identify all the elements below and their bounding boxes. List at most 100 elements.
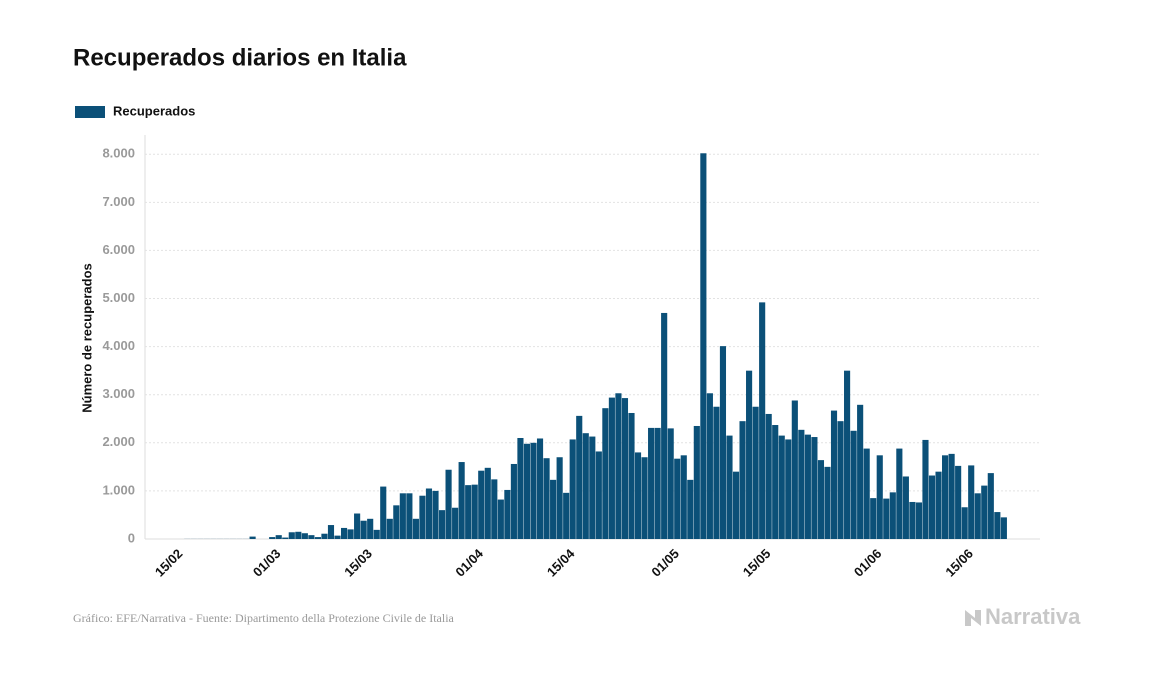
bar [876,455,883,539]
bar [706,393,713,539]
source: Gráfico: EFE/Narrativa - Fuente: Diparti… [73,611,455,625]
bar [830,410,838,539]
bar [765,413,772,539]
bar [478,470,485,539]
y-tick-label: 2.000 [102,434,135,449]
bar [321,533,328,539]
bar [269,537,276,539]
bar [543,458,550,539]
bar [530,442,537,539]
bar [314,537,321,539]
bar [288,532,295,539]
bar [883,498,890,539]
bar [249,536,256,539]
bar [275,535,282,539]
legend-swatch [75,106,105,118]
bar [340,527,348,539]
bar [465,485,472,539]
bar [425,488,433,539]
bar [373,529,380,539]
bar [491,479,498,539]
bar [550,479,557,539]
bar [837,421,844,539]
bar [536,438,544,539]
bar [399,493,406,539]
bar [680,455,687,539]
y-tick-label: 8.000 [102,146,135,161]
bar [968,465,975,539]
bar [674,458,681,539]
bar [935,471,942,539]
bar [301,533,308,539]
bar [928,475,936,539]
bar [367,518,374,539]
bar [393,505,400,539]
bar [687,479,694,539]
bar [654,427,661,539]
x-tick-label: 01/03 [250,546,284,580]
chart-title: Recuperados diarios en Italia [73,44,407,71]
bar [942,455,949,539]
bar [282,537,289,539]
bar [922,439,929,539]
bar [517,438,524,539]
bar [589,436,596,539]
bar [726,435,733,539]
bar [752,406,759,539]
bar [615,393,622,539]
bar [713,406,720,539]
legend-label: Recuperados [113,103,195,118]
bar [576,415,583,539]
bar [556,457,563,539]
x-tick-label: 15/05 [740,546,774,580]
bar [327,525,335,539]
y-axis-label: Número de recuperados [79,263,94,413]
bar [452,507,459,539]
bar [510,463,517,539]
bar [497,499,504,539]
bar [817,460,825,539]
bar [863,448,870,539]
logo-icon [965,610,981,626]
bar [804,434,811,539]
bar [484,467,491,539]
bar [811,437,818,539]
bar [334,535,341,539]
bar [406,493,413,539]
y-tick-label: 5.000 [102,290,135,305]
bar [739,421,746,539]
bar [1000,517,1007,539]
bar [870,498,877,539]
bar [719,346,727,539]
x-tick-label: 01/06 [851,546,885,580]
bar [347,529,354,539]
bar [648,427,655,539]
bar [981,485,988,539]
bar [354,513,361,539]
bar [759,302,766,539]
bar [889,492,896,539]
bar [438,510,446,539]
x-tick-label: 01/04 [452,545,486,579]
bar [504,489,511,539]
bar [563,492,570,539]
bar [915,502,923,539]
x-tick-label: 15/03 [341,546,375,580]
bar [628,412,635,539]
y-tick-label: 4.000 [102,338,135,353]
bar [667,428,674,539]
bar [785,439,792,539]
x-tick-label: 15/04 [544,545,578,579]
x-tick-label: 15/06 [942,546,976,580]
bar [602,408,609,539]
bar [432,490,439,539]
x-tick-label: 15/02 [152,546,186,580]
bar [608,397,615,539]
bar [419,495,426,539]
bar [445,469,452,539]
bar [909,501,916,539]
bar [902,476,909,539]
bar [844,370,851,539]
y-tick-label: 6.000 [102,242,135,257]
